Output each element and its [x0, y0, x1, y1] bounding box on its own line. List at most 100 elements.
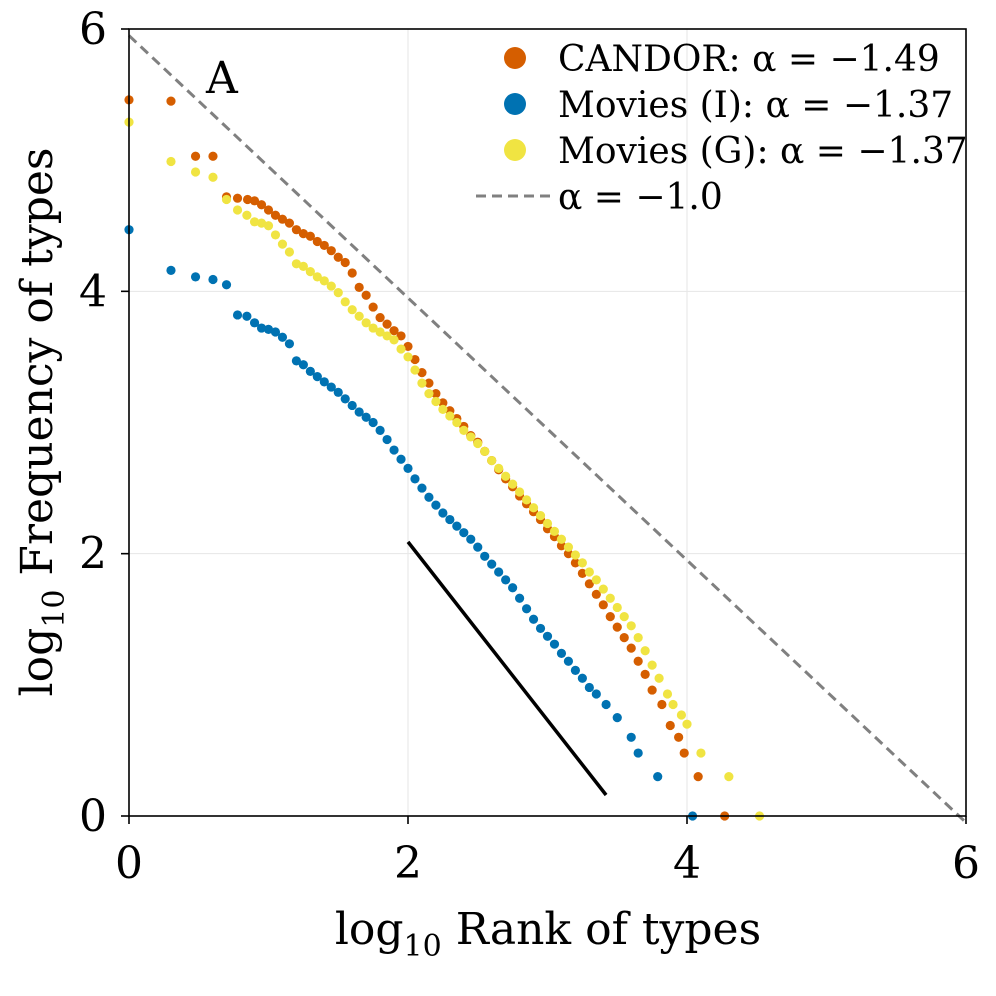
data-point — [347, 268, 357, 278]
slope-segment — [406, 540, 608, 797]
data-point — [284, 247, 295, 257]
data-point — [382, 331, 392, 341]
data-point — [459, 528, 469, 538]
legend-label: CANDOR: α = −1.49 — [558, 39, 940, 80]
data-point — [521, 495, 532, 505]
data-point — [305, 267, 315, 277]
data-point — [466, 432, 476, 442]
data-point — [389, 326, 399, 336]
data-point — [382, 319, 392, 329]
data-point — [633, 748, 643, 758]
data-point — [591, 689, 601, 699]
data-point — [263, 324, 274, 334]
data-point — [626, 621, 636, 631]
data-point — [542, 631, 553, 641]
data-point — [424, 492, 434, 502]
series-movies-i — [124, 225, 698, 821]
data-point — [480, 551, 490, 561]
data-point — [410, 354, 420, 365]
data-point — [570, 665, 581, 676]
data-point — [577, 558, 587, 568]
data-point — [232, 205, 243, 215]
data-point — [577, 673, 587, 683]
data-point — [208, 172, 218, 182]
legend-marker — [504, 139, 526, 161]
data-point — [190, 272, 201, 282]
data-point — [438, 398, 448, 408]
data-point — [584, 567, 594, 577]
data-point — [452, 417, 462, 428]
data-point — [312, 272, 322, 282]
data-point — [431, 500, 441, 510]
data-point — [556, 648, 567, 658]
data-point — [305, 231, 315, 241]
data-point — [657, 699, 667, 710]
data-point — [340, 297, 350, 307]
data-point — [619, 633, 629, 643]
data-point — [249, 196, 260, 206]
data-point — [242, 311, 252, 321]
data-point — [319, 276, 329, 286]
data-point — [208, 274, 218, 285]
x-tick-label: 4 — [673, 838, 701, 889]
data-point — [249, 217, 260, 227]
data-point — [305, 366, 315, 376]
data-point — [653, 772, 663, 782]
series-movies-g — [124, 117, 765, 821]
data-point — [676, 710, 687, 720]
data-point — [232, 193, 243, 203]
data-point — [361, 290, 371, 300]
data-point — [333, 387, 343, 397]
data-point — [662, 689, 673, 699]
data-point — [256, 323, 267, 333]
data-point — [375, 327, 385, 337]
data-point — [679, 748, 689, 758]
data-point — [682, 719, 692, 729]
data-point — [570, 550, 581, 560]
data-point — [577, 568, 587, 578]
data-point — [396, 331, 406, 341]
data-point — [389, 335, 399, 345]
data-point — [291, 356, 301, 366]
data-point — [347, 400, 357, 411]
data-point — [403, 341, 413, 352]
data-point — [487, 559, 497, 569]
data-point — [270, 230, 281, 240]
y-tick-label: 0 — [79, 791, 107, 842]
data-point — [354, 311, 364, 321]
data-point — [487, 455, 497, 466]
data-points — [124, 95, 765, 821]
data-point — [291, 225, 301, 235]
data-point — [242, 194, 253, 205]
data-point — [166, 96, 176, 106]
data-point — [410, 365, 420, 375]
data-point — [563, 549, 574, 559]
data-point — [190, 151, 201, 161]
data-point — [410, 474, 420, 484]
data-point — [389, 445, 399, 455]
data-point — [438, 404, 448, 414]
data-point — [654, 673, 664, 683]
data-point — [665, 720, 675, 731]
data-point — [535, 623, 546, 634]
data-point — [417, 378, 427, 388]
data-point — [361, 412, 371, 422]
data-point — [584, 682, 594, 693]
data-point — [431, 396, 441, 407]
data-point — [333, 288, 343, 298]
data-point — [263, 205, 274, 215]
data-point — [563, 542, 574, 552]
data-point — [242, 210, 252, 220]
data-point — [221, 280, 232, 290]
data-point — [326, 246, 336, 256]
data-point — [633, 656, 643, 666]
data-point — [601, 699, 611, 710]
panel-label: A — [205, 53, 239, 104]
y-tick-label: 4 — [79, 266, 107, 317]
data-point — [598, 584, 608, 594]
plot-frame — [128, 28, 967, 817]
data-point — [515, 593, 525, 603]
data-point — [605, 593, 615, 603]
data-point — [431, 389, 441, 399]
